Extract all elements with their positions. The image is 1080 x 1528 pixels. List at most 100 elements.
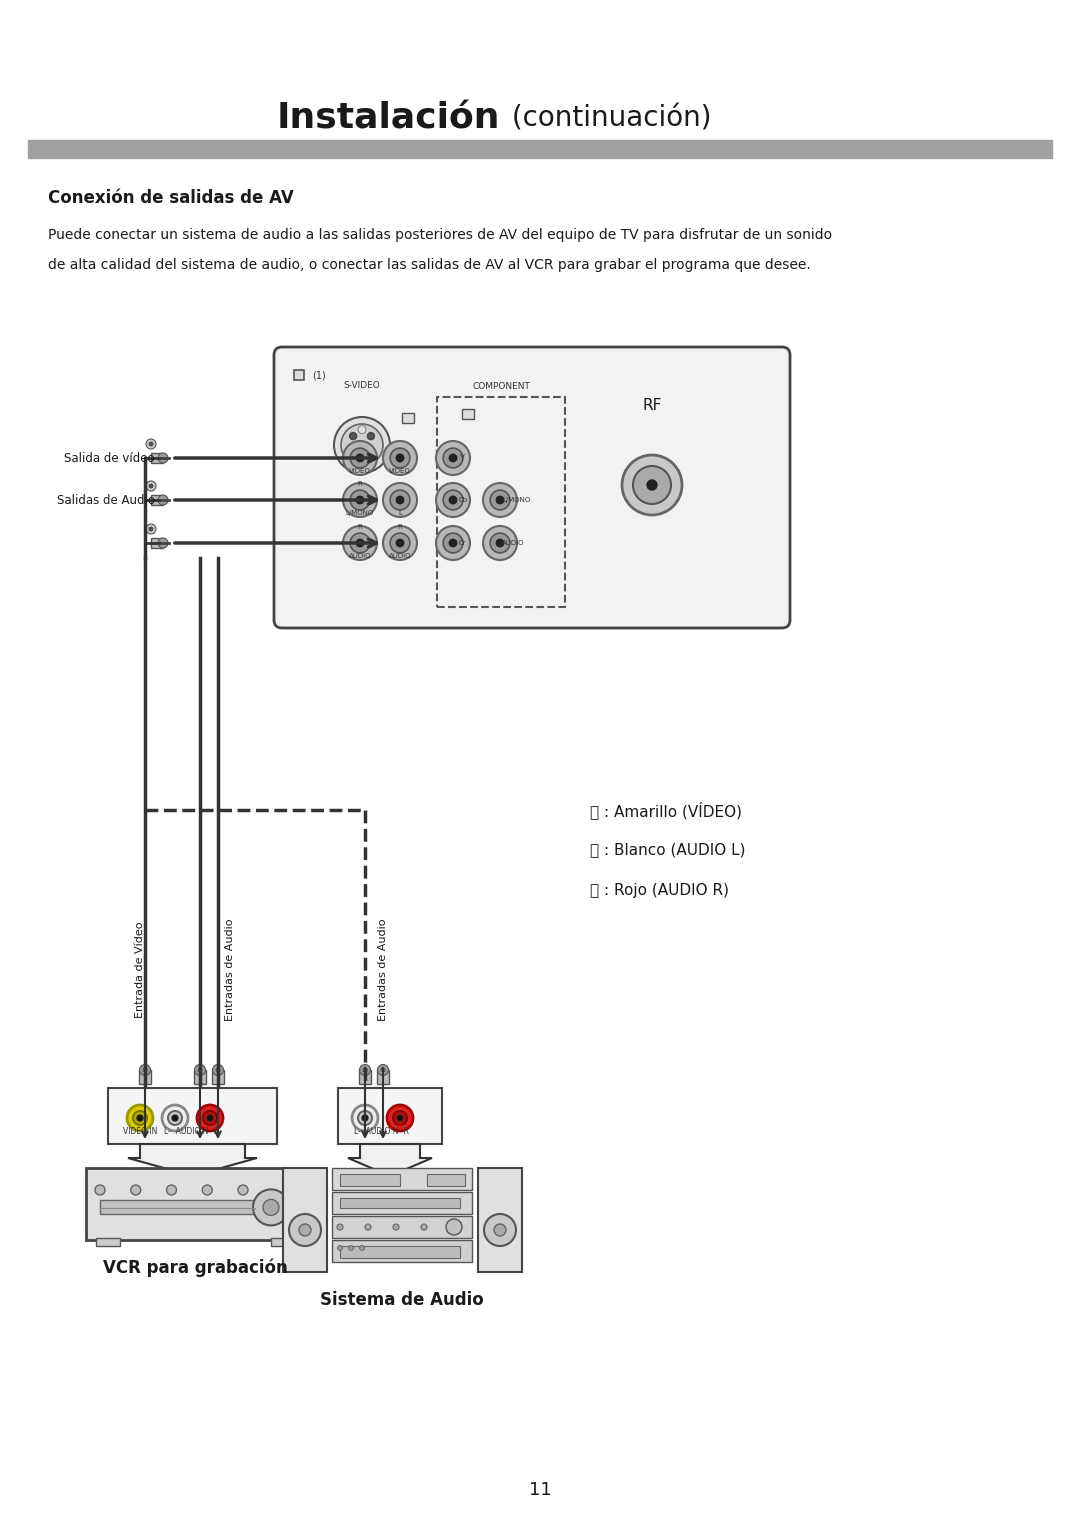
Circle shape	[172, 1115, 178, 1122]
Circle shape	[216, 1068, 220, 1073]
FancyBboxPatch shape	[338, 1088, 442, 1144]
Circle shape	[350, 533, 369, 553]
Text: COMPONENT: COMPONENT	[472, 382, 530, 391]
Circle shape	[494, 1224, 507, 1236]
Circle shape	[350, 432, 356, 440]
Bar	[294, 370, 303, 380]
Text: de alta calidad del sistema de audio, o conectar las salidas de AV al VCR para g: de alta calidad del sistema de audio, o …	[48, 258, 811, 272]
Circle shape	[436, 442, 470, 475]
Bar	[194, 1070, 206, 1083]
Circle shape	[390, 533, 410, 553]
Circle shape	[367, 451, 375, 457]
Circle shape	[202, 1186, 213, 1195]
Circle shape	[449, 497, 457, 504]
Circle shape	[197, 1105, 222, 1131]
Circle shape	[396, 454, 404, 461]
Circle shape	[393, 1111, 407, 1125]
Circle shape	[158, 538, 168, 549]
Text: R: R	[357, 481, 363, 487]
Circle shape	[194, 1065, 205, 1076]
Circle shape	[362, 1115, 368, 1122]
FancyBboxPatch shape	[478, 1167, 522, 1271]
Circle shape	[158, 452, 168, 463]
Circle shape	[390, 448, 410, 468]
Bar	[151, 452, 163, 463]
Circle shape	[341, 423, 383, 466]
Circle shape	[149, 442, 153, 446]
Circle shape	[449, 454, 457, 461]
Circle shape	[350, 490, 369, 510]
Circle shape	[647, 480, 657, 490]
Text: Sistema de Audio: Sistema de Audio	[320, 1291, 484, 1309]
Text: VIDEO: VIDEO	[349, 468, 370, 474]
Text: R: R	[357, 524, 363, 530]
Text: AUDIO: AUDIO	[349, 553, 372, 559]
Bar	[402, 413, 414, 423]
Bar	[28, 141, 1052, 157]
Circle shape	[393, 1224, 399, 1230]
Text: Salidas de Audio: Salidas de Audio	[57, 494, 156, 506]
Text: S-VIDEO: S-VIDEO	[343, 380, 380, 390]
Bar	[96, 1238, 120, 1245]
Circle shape	[449, 1224, 455, 1230]
Bar	[377, 1070, 389, 1083]
Bar	[139, 1070, 151, 1083]
Bar	[332, 1192, 472, 1215]
Circle shape	[357, 1111, 372, 1125]
Circle shape	[360, 1065, 370, 1076]
Text: R: R	[397, 524, 403, 530]
Circle shape	[238, 1186, 248, 1195]
Circle shape	[289, 1215, 321, 1245]
Bar	[151, 495, 163, 504]
Bar	[437, 397, 565, 607]
Text: Puede conectar un sistema de audio a las salidas posteriores de AV del equipo de: Puede conectar un sistema de audio a las…	[48, 228, 832, 241]
Bar	[271, 1238, 295, 1245]
Text: Ⓡ : Rojo (AUDIO R): Ⓡ : Rojo (AUDIO R)	[590, 883, 729, 897]
Circle shape	[497, 497, 503, 504]
Text: L: L	[399, 510, 402, 516]
Text: L/MONO: L/MONO	[502, 497, 530, 503]
Text: ⓨ : Amarillo (VÍDEO): ⓨ : Amarillo (VÍDEO)	[590, 801, 742, 819]
Circle shape	[207, 1115, 213, 1122]
Bar	[340, 1198, 460, 1209]
Circle shape	[443, 448, 463, 468]
Bar	[100, 1199, 255, 1215]
Circle shape	[143, 1068, 147, 1073]
Circle shape	[622, 455, 681, 515]
Circle shape	[356, 497, 364, 504]
Text: AUDIO: AUDIO	[502, 539, 525, 545]
Circle shape	[137, 1115, 143, 1122]
Circle shape	[365, 1224, 372, 1230]
Text: Salida de vídeo: Salida de vídeo	[65, 451, 156, 465]
Circle shape	[490, 533, 510, 553]
Text: L-  AUDIO N -R: L- AUDIO N -R	[164, 1128, 219, 1135]
Circle shape	[127, 1105, 153, 1131]
Text: L-  AUDIO N -R: L- AUDIO N -R	[354, 1128, 409, 1135]
Circle shape	[436, 526, 470, 559]
Circle shape	[383, 483, 417, 516]
FancyBboxPatch shape	[274, 347, 789, 628]
Circle shape	[352, 1105, 378, 1131]
FancyBboxPatch shape	[86, 1167, 305, 1241]
Bar	[332, 1216, 472, 1238]
Circle shape	[146, 439, 156, 449]
Text: (continuación): (continuación)	[503, 104, 712, 131]
Circle shape	[443, 490, 463, 510]
Circle shape	[367, 432, 375, 440]
Circle shape	[350, 448, 369, 468]
Circle shape	[383, 526, 417, 559]
Circle shape	[198, 1068, 202, 1073]
Circle shape	[446, 1219, 462, 1235]
Text: Ⓦ : Blanco (AUDIO L): Ⓦ : Blanco (AUDIO L)	[590, 842, 745, 857]
Circle shape	[149, 527, 153, 532]
Text: Conexión de salidas de AV: Conexión de salidas de AV	[48, 189, 294, 206]
Circle shape	[633, 466, 671, 504]
Text: Cb: Cb	[459, 497, 468, 503]
Text: RF: RF	[643, 397, 662, 413]
Circle shape	[213, 1065, 224, 1076]
Circle shape	[396, 539, 404, 547]
Bar	[359, 1070, 372, 1083]
Circle shape	[357, 426, 366, 434]
Bar	[427, 1174, 465, 1186]
Circle shape	[149, 484, 153, 487]
